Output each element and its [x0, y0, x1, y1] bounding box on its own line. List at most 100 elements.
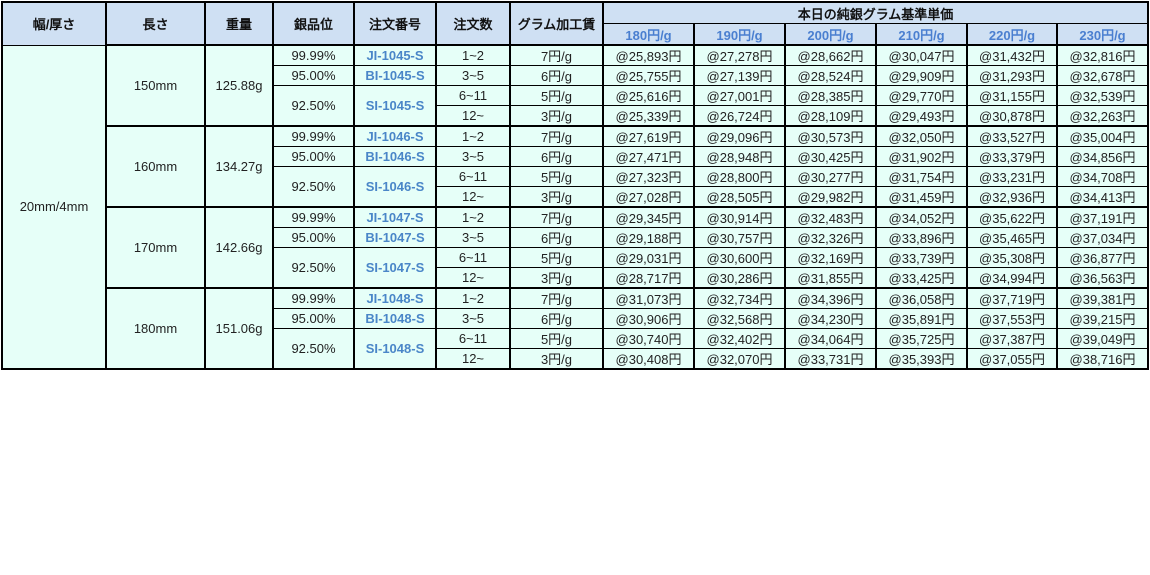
header-base-price-title: 本日の純銀グラム基準単価 [602, 1, 1149, 24]
purity-cell: 99.99% [272, 287, 355, 309]
table-row: 95.00% BI-1046-S [2, 146, 1148, 167]
header-price-column: 220円/g [966, 23, 1058, 46]
price-cell: @29,770円 [875, 85, 968, 106]
table-row: 92.50% SI-1046-S [2, 166, 1148, 208]
header-gram-fee: グラム加工賃 [509, 1, 604, 46]
table-header: 幅/厚さ 長さ 重量 銀品位 注文番号 注文数 グラム加工賃 本日の純銀グラム基… [1, 1, 1149, 46]
price-table: 幅/厚さ 長さ 重量 銀品位 注文番号 注文数 グラム加工賃 本日の純銀グラム基… [1, 1, 1149, 370]
order-number-link[interactable]: JI-1047-S [353, 206, 437, 228]
price-cell: @33,739円 [875, 247, 968, 268]
price-cell: @37,191円 [1056, 206, 1149, 228]
order-number-link[interactable]: JI-1045-S [353, 44, 437, 66]
price-cell: @32,169円 [784, 247, 877, 268]
header-price-column: 230円/g [1056, 23, 1149, 46]
order-number-link[interactable]: JI-1046-S [353, 125, 437, 147]
price-cell: @30,600円 [693, 247, 786, 268]
price-cell: @34,994円 [966, 267, 1058, 289]
price-cell: @28,109円 [784, 105, 877, 127]
price-cell: @34,052円 [875, 206, 968, 228]
price-cell: @33,527円 [966, 125, 1058, 147]
price-cell: @29,096円 [693, 125, 786, 147]
order-number-link[interactable]: BI-1045-S [353, 65, 437, 86]
purity-cell: 99.99% [272, 206, 355, 228]
price-cell: @31,754円 [875, 166, 968, 187]
price-cell: @30,286円 [693, 267, 786, 289]
price-cell: @30,047円 [875, 44, 968, 66]
price-cell: @30,425円 [784, 146, 877, 167]
gram-fee-cell: 3円/g [509, 105, 604, 127]
price-cell: @32,816円 [1056, 44, 1149, 66]
length-cell: 180mm [105, 287, 206, 370]
price-cell: @30,573円 [784, 125, 877, 147]
price-cell: @33,731円 [784, 348, 877, 370]
price-cell: @37,553円 [966, 308, 1058, 329]
price-cell: @30,757円 [693, 227, 786, 248]
purity-cell: 99.99% [272, 44, 355, 66]
weight-cell: 125.88g [204, 44, 274, 127]
price-cell: @25,616円 [602, 85, 695, 106]
price-cell: @35,004円 [1056, 125, 1149, 147]
price-cell: @25,339円 [602, 105, 695, 127]
price-cell: @36,058円 [875, 287, 968, 309]
order-qty-cell: 12~ [435, 348, 511, 370]
table-row: 95.00% BI-1045-S [2, 65, 1148, 86]
order-number-link[interactable]: SI-1047-S [353, 247, 437, 289]
table-row: 95.00% BI-1047-S [2, 227, 1148, 248]
price-cell: @31,432円 [966, 44, 1058, 66]
price-cell: @34,396円 [784, 287, 877, 309]
gram-fee-cell: 5円/g [509, 166, 604, 187]
header-length: 長さ [105, 1, 206, 46]
order-number-link[interactable]: BI-1046-S [353, 146, 437, 167]
purity-cell: 92.50% [272, 247, 355, 289]
order-qty-cell: 3~5 [435, 308, 511, 329]
price-cell: @27,471円 [602, 146, 695, 167]
price-cell: @31,155円 [966, 85, 1058, 106]
price-cell: @31,459円 [875, 186, 968, 208]
order-qty-cell: 6~11 [435, 85, 511, 106]
price-cell: @29,031円 [602, 247, 695, 268]
price-cell: @29,982円 [784, 186, 877, 208]
header-price-column: 210円/g [875, 23, 968, 46]
table-row: 92.50% SI-1048-S [2, 328, 1148, 370]
header-order-number: 注文番号 [353, 1, 437, 46]
gram-fee-cell: 5円/g [509, 247, 604, 268]
length-cell: 170mm [105, 206, 206, 289]
order-number-link[interactable]: SI-1048-S [353, 328, 437, 370]
price-cell: @32,402円 [693, 328, 786, 349]
price-cell: @32,263円 [1056, 105, 1149, 127]
price-cell: @30,277円 [784, 166, 877, 187]
order-qty-cell: 3~5 [435, 146, 511, 167]
header-price-column: 200円/g [784, 23, 877, 46]
order-qty-cell: 1~2 [435, 125, 511, 147]
price-cell: @31,855円 [784, 267, 877, 289]
order-number-link[interactable]: BI-1047-S [353, 227, 437, 248]
price-cell: @32,483円 [784, 206, 877, 228]
price-cell: @34,230円 [784, 308, 877, 329]
purity-cell: 92.50% [272, 166, 355, 208]
price-cell: @31,902円 [875, 146, 968, 167]
weight-cell: 142.66g [204, 206, 274, 289]
price-cell: @35,725円 [875, 328, 968, 349]
table-body: 20mm/4mm 150mm 125.88g 99.99% JI-1045-S 1~2 7円… [1, 44, 1149, 370]
price-cell: @30,906円 [602, 308, 695, 329]
purity-cell: 92.50% [272, 328, 355, 370]
price-cell: @28,717円 [602, 267, 695, 289]
width-thickness-cell: 20mm/4mm [1, 44, 107, 370]
header-price-column: 180円/g [602, 23, 695, 46]
order-number-link[interactable]: SI-1046-S [353, 166, 437, 208]
price-cell: @30,740円 [602, 328, 695, 349]
gram-fee-cell: 7円/g [509, 44, 604, 66]
order-number-link[interactable]: BI-1048-S [353, 308, 437, 329]
price-cell: @32,326円 [784, 227, 877, 248]
price-cell: @34,856円 [1056, 146, 1149, 167]
purity-cell: 95.00% [272, 308, 355, 329]
price-cell: @29,909円 [875, 65, 968, 86]
order-number-link[interactable]: SI-1045-S [353, 85, 437, 127]
order-number-link[interactable]: JI-1048-S [353, 287, 437, 309]
price-cell: @39,215円 [1056, 308, 1149, 329]
table-row: 95.00% BI-1048-S [2, 308, 1148, 329]
gram-fee-cell: 6円/g [509, 65, 604, 86]
header-purity: 銀品位 [272, 1, 355, 46]
price-cell: @29,493円 [875, 105, 968, 127]
gram-fee-cell: 6円/g [509, 227, 604, 248]
